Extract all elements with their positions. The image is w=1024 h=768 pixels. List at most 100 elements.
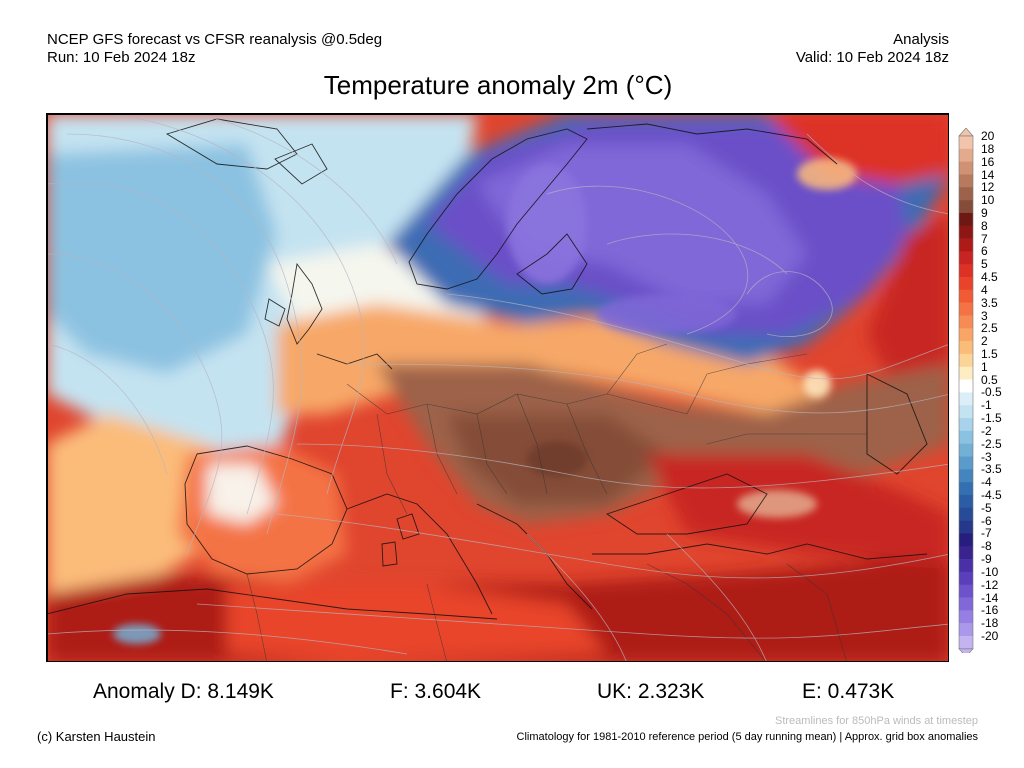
colorbar-swatch [959,482,973,496]
colorbar-swatch [959,597,973,611]
header-left: NCEP GFS forecast vs CFSR reanalysis @0.… [47,31,382,67]
stat-f: F: 3.604K [390,680,482,703]
colorbar-swatch [959,494,973,509]
colorbar-tick-label: -14 [981,590,999,605]
colorbar-swatch [959,200,973,214]
colorbar-tick-label: -2 [981,423,992,438]
colorbar-tick-label: 6 [981,244,988,259]
colorbar-swatch [959,225,973,239]
colorbar-tick-label: -2.5 [981,436,1002,451]
colorbar-tick-label: 14 [981,167,995,182]
colorbar-swatch [959,405,973,419]
colorbar-swatch [959,520,973,534]
colorbar-tick-label: -1.5 [981,411,1002,425]
colorbar-tick-label: 5 [981,257,988,272]
colorbar-tick-label: -6 [981,513,992,528]
model-description: NCEP GFS forecast vs CFSR reanalysis @0.… [47,31,383,48]
colorbar-tick-label: 3 [981,308,988,323]
copyright: (c) Karsten Haustein [37,729,156,744]
colorbar-swatch [959,379,973,393]
colorbar-swatch [959,212,973,227]
colorbar-swatch [959,289,973,303]
colorbar-swatch [959,456,973,470]
colorbar-arrow-top [958,127,974,137]
colorbar-swatch [959,392,973,406]
colorbar-swatch [959,302,973,316]
colorbar-swatch [959,430,973,444]
colorbar-tick-label: -20 [981,629,999,643]
colorbar-swatch [959,571,973,585]
colorbar-tick-label: 4 [981,282,988,297]
country-borders [246,343,867,661]
colorbar-swatch [959,161,973,175]
colorbar-tick-label: 8 [981,218,988,233]
colorbar-swatch [959,174,973,188]
header-right: Analysis Valid: 10 Feb 2024 18z [796,31,949,67]
colorbar-tick-label: -5 [981,500,992,515]
colorbar-swatch [959,366,973,380]
coastlines [47,118,928,620]
colorbar-swatch [959,238,973,252]
colorbar-swatch [959,315,973,329]
stat-uk: UK: 2.323K [597,680,705,703]
colorbar-tick-label: -12 [981,577,999,592]
colorbar-swatch [959,353,973,368]
anomaly-map [46,113,949,662]
colorbar-tick-label: -4.5 [981,488,1002,502]
stat-anomaly-d: Anomaly D: 8.149K [93,680,274,703]
colorbar-swatch [959,187,973,201]
colorbar-tick-label: 9 [981,205,988,220]
colorbar-tick-label: 3.5 [981,295,998,310]
colorbar-tick-label: 0.5 [981,372,998,387]
colorbar-tick-label: 16 [981,154,995,169]
colorbar-swatch [959,328,973,342]
colorbar-tick-label: 2.5 [981,321,998,336]
colorbar-tick-label: -18 [981,616,999,631]
analysis-label: Analysis [893,31,949,48]
colorbar-tick-label: -8 [981,539,992,554]
colorbar-swatch [959,546,973,560]
colorbar-swatch [959,418,973,432]
anomaly-detail [113,158,857,644]
climatology-note: Climatology for 1981-2010 reference peri… [516,731,978,743]
colorbar-tick-label: -9 [981,552,992,567]
colorbar-tick-label: 2 [981,334,988,349]
colorbar-swatch [959,443,973,457]
colorbar-tick-label: -10 [981,564,999,579]
colorbar-tick-label: 10 [981,193,995,208]
colorbar-swatch [959,277,973,291]
colorbar-tick-label: -3 [981,449,992,464]
colorbar-tick-label: 4.5 [981,270,998,284]
colorbar-tick-label: -7 [981,526,992,541]
colorbar-tick-label: -0.5 [981,385,1002,400]
streamlines-note: Streamlines for 850hPa winds at timestep [775,715,978,727]
regional-stats: Anomaly D: 8.149K F: 3.604K UK: 2.323K E… [0,680,1024,706]
colorbar-swatch [959,469,973,483]
colorbar-swatch [959,635,973,650]
colorbar-swatch [959,559,973,573]
colorbar-swatch [959,584,973,598]
colorbar-tick-label: 7 [981,231,988,246]
colorbar-swatch [959,533,973,547]
colorbar-tick-label: -1 [981,398,992,413]
colorbar-swatch [959,264,973,278]
colorbar-tick-label: -4 [981,475,992,490]
colorbar-swatch [959,136,973,150]
colorbar-tick-label: 18 [981,141,995,156]
colorbar-tick-label: 20 [981,129,995,143]
colorbar-swatch [959,610,973,624]
colorbar-swatch [959,148,973,162]
colorbar-arrow-bottom [958,648,974,658]
streamlines [47,114,948,661]
colorbar-swatch [959,341,973,355]
colorbar-tick-label: 1.5 [981,346,998,361]
colorbar-tick-label: -16 [981,603,999,618]
run-time: Run: 10 Feb 2024 18z [47,49,196,66]
colorbar-swatch [959,623,973,637]
colorbar-swatch [959,251,973,265]
stat-e: E: 0.473K [802,680,895,703]
map-title: Temperature anomaly 2m (°C) [323,70,673,100]
colorbar-tick-label: 12 [981,180,995,195]
colorbar-tick-label: -3.5 [981,462,1002,477]
valid-time: Valid: 10 Feb 2024 18z [795,49,949,66]
